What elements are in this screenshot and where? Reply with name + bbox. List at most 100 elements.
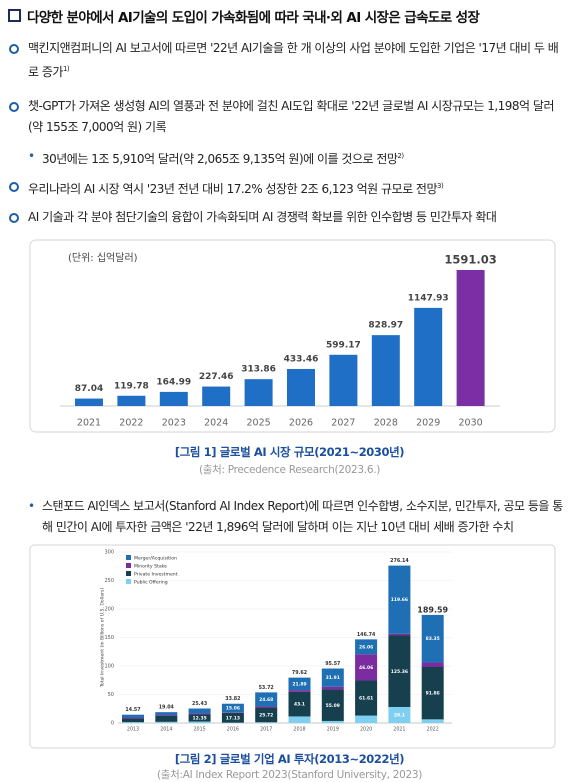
bar-segment	[122, 718, 144, 722]
unit-label: (단위: 십억달러)	[68, 251, 138, 264]
bar	[160, 392, 188, 406]
total-label: 14.57	[125, 707, 140, 713]
value-label: 164.99	[156, 377, 191, 387]
total-label: 146.74	[357, 632, 376, 638]
y-tick-label: 50	[108, 692, 114, 698]
x-tick-label: 2018	[293, 727, 305, 733]
segment-label: 17.13	[226, 715, 240, 721]
bar-segment	[322, 687, 344, 690]
x-tick-label: 2019	[327, 727, 339, 733]
x-tick-label: 2016	[227, 727, 239, 733]
segment-label: 21.89	[292, 681, 306, 687]
value-label: 1147.93	[408, 293, 449, 303]
value-label: 828.97	[368, 321, 403, 331]
bar	[202, 387, 230, 406]
x-tick-label: 2020	[360, 727, 372, 733]
segment-label: 125.36	[391, 669, 408, 675]
total-label: 33.82	[225, 696, 240, 702]
segment-label: 12.35	[192, 716, 206, 722]
segment-label: 26.06	[359, 644, 373, 650]
x-tick-label: 2025	[247, 418, 271, 429]
y-axis-title: Total Investment (in Billions of U.S. Do…	[100, 588, 106, 688]
bar	[75, 399, 103, 406]
bar-segment	[189, 722, 211, 723]
bar-segment	[255, 706, 277, 707]
total-label: 19.04	[159, 705, 175, 711]
x-tick-label: 2014	[160, 727, 172, 733]
value-label: 227.46	[199, 372, 234, 382]
value-label: 119.78	[114, 381, 149, 391]
legend-swatch	[126, 563, 131, 568]
legend-swatch	[126, 571, 131, 576]
value-label: 433.46	[284, 354, 319, 364]
y-tick-label: 0	[111, 721, 114, 727]
total-label: 79.62	[292, 670, 307, 676]
bar-segment	[322, 721, 344, 723]
x-tick-label: 2026	[289, 418, 313, 429]
segment-label: 61.61	[359, 696, 373, 702]
bar-segment	[222, 712, 244, 713]
bar-segment	[155, 712, 177, 715]
x-tick-label: 2022	[119, 418, 143, 429]
bar-segment	[122, 722, 144, 723]
segment-label: 31.91	[326, 675, 340, 681]
legend-swatch	[126, 579, 131, 584]
x-tick-label: 2027	[331, 418, 355, 429]
bar	[329, 355, 357, 406]
segment-label: 46.06	[359, 665, 373, 671]
value-label: 313.86	[241, 365, 276, 375]
x-tick-label: 2021	[77, 418, 101, 429]
total-label: 53.72	[259, 685, 274, 691]
value-label: 1591.03	[444, 253, 496, 267]
x-tick-label: 2022	[427, 727, 439, 733]
segment-label: 91.86	[426, 691, 440, 697]
y-tick-label: 150	[104, 635, 114, 641]
x-tick-label: 2013	[127, 727, 139, 733]
total-label: 276.14	[390, 558, 409, 564]
bar	[117, 396, 145, 406]
x-tick-label: 2021	[393, 727, 405, 733]
y-tick-label: 200	[104, 607, 114, 613]
segment-label: 15.06	[226, 706, 240, 712]
legend-label: Minority Stake	[134, 563, 167, 569]
bar	[245, 379, 273, 406]
segment-label: 24.68	[259, 697, 273, 703]
bar-segment	[355, 716, 377, 723]
legend-label: Private Investment	[134, 571, 178, 577]
bar-segment	[255, 722, 277, 723]
x-tick-label: 2023	[162, 418, 186, 429]
segment-label: 55.09	[326, 703, 340, 709]
bar	[372, 335, 400, 406]
x-tick-label: 2015	[193, 727, 205, 733]
value-label: 599.17	[326, 340, 361, 350]
bar-segment	[189, 713, 211, 714]
bar-segment	[422, 662, 444, 667]
x-tick-label: 2024	[204, 418, 228, 429]
bar-segment	[155, 716, 177, 722]
bar-segment	[289, 716, 311, 723]
bar-segment	[388, 634, 410, 636]
legend-swatch	[126, 555, 131, 560]
y-tick-label: 250	[104, 578, 114, 584]
total-label: 95.57	[325, 661, 340, 667]
y-tick-label: 300	[104, 550, 114, 556]
segment-label: 43.1	[294, 702, 305, 708]
x-tick-label: 2017	[260, 727, 272, 733]
bar-segment	[122, 718, 144, 719]
segment-label: 119.66	[391, 597, 408, 603]
bar-segment	[155, 722, 177, 723]
value-label: 87.04	[75, 384, 103, 394]
segment-label: 28.1	[394, 712, 405, 718]
legend-label: Public Offering	[134, 579, 168, 585]
bar-segment	[122, 715, 144, 718]
total-label: 189.59	[417, 605, 448, 614]
legend-label: Merger/Acquisition	[134, 555, 177, 561]
bar	[414, 308, 442, 406]
x-tick-label: 2028	[374, 418, 398, 429]
segment-label: 83.35	[426, 636, 440, 642]
y-tick-label: 100	[104, 664, 114, 670]
bar	[457, 270, 485, 406]
segment-label: 25.72	[259, 712, 273, 718]
bar-segment	[289, 690, 311, 692]
